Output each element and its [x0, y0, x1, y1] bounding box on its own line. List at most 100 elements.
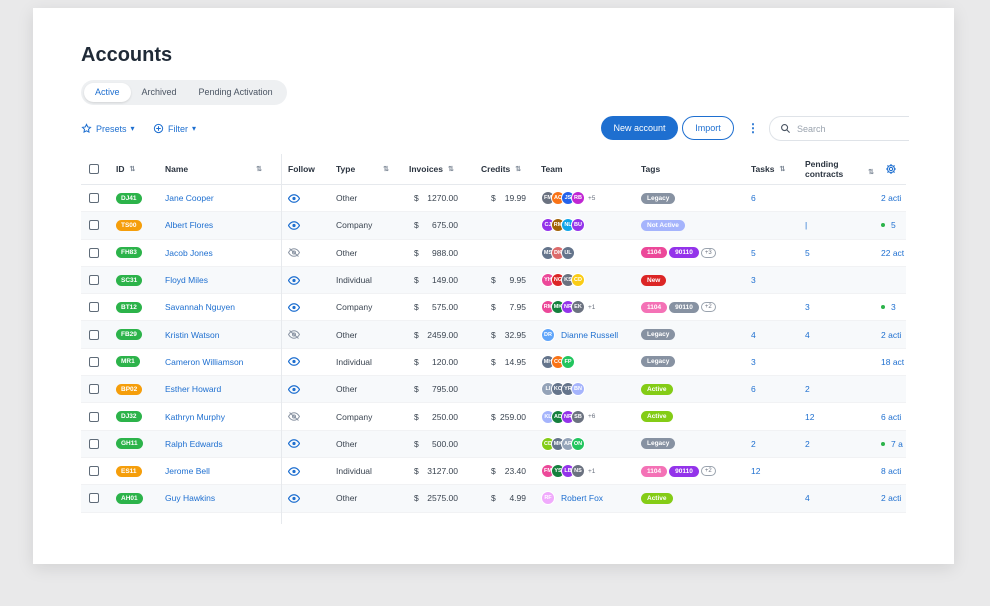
account-name-link[interactable]: Kathryn Murphy	[165, 411, 225, 422]
team-avatars[interactable]: KL AD NR SB +6	[541, 403, 595, 429]
column-settings-button[interactable]	[885, 154, 897, 184]
pending-count[interactable]: 12	[805, 411, 815, 422]
search-input[interactable]: Search	[769, 116, 909, 141]
contracts-status[interactable]: 2 acti	[881, 329, 902, 340]
pending-count[interactable]: 5	[805, 247, 810, 258]
row-checkbox[interactable]	[89, 329, 99, 340]
tab-pending-activation[interactable]: Pending Activation	[198, 87, 273, 97]
presets-button[interactable]: Presets ▾	[81, 123, 135, 134]
eye-icon[interactable]	[288, 376, 300, 402]
pending-count[interactable]: 2	[805, 384, 810, 395]
team-avatars[interactable]: FM YS LB NS +1	[541, 458, 595, 484]
tasks-count[interactable]: 6	[751, 384, 756, 395]
select-all-checkbox[interactable]	[89, 164, 99, 174]
eye-icon[interactable]	[288, 185, 300, 211]
team-member-name[interactable]: Robert Fox	[561, 493, 604, 504]
tasks-count[interactable]: 2	[751, 438, 756, 449]
tags-more-count[interactable]: +3	[700, 247, 716, 258]
team-avatars[interactable]: RM MK NR EK +1	[541, 294, 595, 320]
row-checkbox[interactable]	[89, 220, 99, 231]
contracts-status[interactable]: 18 act	[881, 356, 905, 367]
account-name-link[interactable]: Floyd Miles	[165, 275, 208, 286]
pending-count[interactable]: 3	[805, 302, 810, 313]
contracts-status[interactable]: 22 act	[881, 247, 905, 258]
table-row[interactable]: TS00 Albert Flores Company $675.00 CJ RM NL BU N…	[81, 212, 906, 240]
column-header-name[interactable]: Name ⇅	[165, 164, 262, 174]
eye-icon[interactable]	[288, 431, 300, 457]
team-avatars[interactable]: FM AC JS RB +5	[541, 185, 595, 211]
tags-more-count[interactable]: +2	[700, 466, 716, 477]
contracts-status[interactable]: 5	[891, 220, 896, 231]
table-row[interactable]: BT12 Savannah Nguyen Company $575.00 $7.95 RM…	[81, 294, 906, 322]
import-button[interactable]: Import	[682, 116, 734, 140]
column-header-type[interactable]: Type ⇅	[336, 164, 389, 174]
column-header-id[interactable]: ID ⇅	[116, 164, 135, 174]
account-name-link[interactable]: Esther Howard	[165, 384, 222, 395]
eye-icon[interactable]	[288, 485, 300, 511]
row-checkbox[interactable]	[89, 411, 99, 422]
account-name-link[interactable]: Savannah Nguyen	[165, 302, 235, 313]
tasks-count[interactable]: 5	[751, 247, 756, 258]
column-header-credits[interactable]: Credits ⇅	[481, 164, 521, 174]
row-checkbox[interactable]	[89, 193, 99, 204]
contracts-status[interactable]: 3	[891, 302, 896, 313]
account-name-link[interactable]: Ralph Edwards	[165, 438, 223, 449]
contracts-status[interactable]: 6 acti	[881, 411, 902, 422]
team-avatars[interactable]: MS DK UL	[541, 240, 575, 266]
eye-off-icon[interactable]	[288, 321, 300, 347]
table-row[interactable]: DJ32 Kathryn Murphy Company $250.00 $259.00 K…	[81, 403, 906, 431]
row-checkbox[interactable]	[89, 438, 99, 449]
column-header-pending-contracts[interactable]: Pending contracts ⇅	[805, 159, 874, 179]
table-row[interactable]: SC31 Floyd Miles Individual $149.00 $9.95 YH N…	[81, 266, 906, 295]
contracts-status[interactable]: 8 acti	[881, 466, 902, 477]
eye-off-icon[interactable]	[288, 403, 300, 429]
table-row[interactable]: FB29 Kristin Watson Other $2459.00 $32.95 DR D…	[81, 321, 906, 349]
tasks-count[interactable]: 12	[751, 466, 761, 477]
row-checkbox[interactable]	[89, 247, 99, 258]
team-member-name[interactable]: Dianne Russell	[561, 329, 619, 340]
more-options-icon[interactable]: ⋮	[747, 121, 759, 135]
account-name-link[interactable]: Jane Cooper	[165, 193, 214, 204]
account-name-link[interactable]: Jerome Bell	[165, 466, 210, 477]
eye-icon[interactable]	[288, 212, 300, 238]
eye-icon[interactable]	[288, 267, 300, 293]
team-avatars[interactable]: CD MK AR ON	[541, 431, 585, 457]
table-row[interactable]: MR1 Cameron Williamson Individual $120.00 $1…	[81, 349, 906, 377]
pending-count[interactable]: |	[805, 220, 808, 231]
row-checkbox[interactable]	[89, 466, 99, 477]
account-name-link[interactable]: Guy Hawkins	[165, 493, 216, 504]
table-row[interactable]: FH83 Jacob Jones Other $988.00 MS DK UL 1104 901…	[81, 240, 906, 267]
team-avatars[interactable]: DR Dianne Russell	[541, 321, 618, 347]
row-checkbox[interactable]	[89, 493, 99, 504]
table-row[interactable]: DJ41 Jane Cooper Other $1270.00 $19.99 FM AC JS…	[81, 185, 906, 213]
row-checkbox[interactable]	[89, 384, 99, 395]
tags-more-count[interactable]: +2	[700, 302, 716, 313]
row-checkbox[interactable]	[89, 302, 99, 313]
team-avatars[interactable]: LI KO YR BN	[541, 376, 585, 402]
row-checkbox[interactable]	[89, 356, 99, 367]
tab-archived[interactable]: Archived	[141, 87, 177, 97]
table-row[interactable]: ES11 Jerome Bell Individual $3127.00 $23.40 F…	[81, 458, 906, 486]
pending-count[interactable]: 2	[805, 438, 810, 449]
pending-count[interactable]: 4	[805, 329, 810, 340]
table-row[interactable]: BP02 Esther Howard Other $795.00 LI KO YR BN Act…	[81, 376, 906, 404]
team-avatars[interactable]: YH NG KS CD	[541, 267, 585, 293]
tasks-count[interactable]: 4	[751, 329, 756, 340]
row-checkbox[interactable]	[89, 275, 99, 286]
tasks-count[interactable]: 3	[751, 356, 756, 367]
account-name-link[interactable]: Cameron Williamson	[165, 356, 244, 367]
filter-button[interactable]: Filter ▾	[153, 123, 196, 134]
pending-count[interactable]: 4	[805, 493, 810, 504]
column-header-tasks[interactable]: Tasks ⇅	[751, 164, 785, 174]
table-row[interactable]: AH01 Guy Hawkins Other $2575.00 $4.99 RF Rober…	[81, 485, 906, 513]
eye-icon[interactable]	[288, 458, 300, 484]
team-avatars[interactable]: CJ RM NL BU	[541, 212, 585, 238]
contracts-status[interactable]: 2 acti	[881, 193, 902, 204]
account-name-link[interactable]: Jacob Jones	[165, 247, 213, 258]
tasks-count[interactable]: 3	[751, 275, 756, 286]
column-header-invoices[interactable]: Invoices ⇅	[409, 164, 454, 174]
team-avatars[interactable]: MH CC FP	[541, 349, 575, 375]
eye-icon[interactable]	[288, 349, 300, 375]
contracts-status[interactable]: 7 a	[891, 438, 903, 449]
eye-icon[interactable]	[288, 294, 300, 320]
